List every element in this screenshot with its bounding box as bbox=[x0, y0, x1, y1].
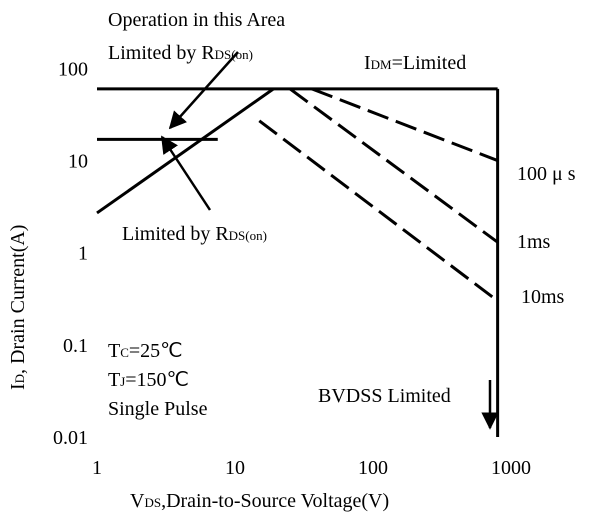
annotation-bg bbox=[105, 42, 256, 64]
annotation-sub: DM bbox=[371, 57, 392, 72]
x-axis-label-part: ,Drain-to-Source Voltage(V) bbox=[161, 490, 389, 512]
annotation-bg bbox=[105, 340, 186, 362]
annotation: 100 μ s bbox=[517, 163, 576, 185]
annotation-bg bbox=[105, 9, 289, 31]
y-tick-label: 10 bbox=[68, 151, 88, 173]
annotation-sub: J bbox=[120, 374, 125, 389]
annotation-part: =25℃ bbox=[129, 340, 183, 362]
annotation-bg bbox=[315, 385, 454, 407]
y-tick-label: 0.01 bbox=[53, 427, 88, 449]
series-line bbox=[311, 87, 499, 162]
annotation-bg bbox=[105, 369, 193, 391]
annotation: 10ms bbox=[521, 286, 565, 308]
annotation-bg bbox=[361, 52, 470, 74]
annotation-bg bbox=[514, 231, 554, 253]
annotation: TJ=150℃ bbox=[108, 369, 189, 391]
annotation-bg bbox=[105, 398, 211, 420]
x-tick-label: 10 bbox=[225, 457, 245, 479]
series-line bbox=[96, 87, 275, 215]
annotation: TC=25℃ bbox=[108, 340, 183, 362]
annotation-part: I bbox=[364, 52, 371, 74]
annotation-part: 100 μ s bbox=[517, 163, 576, 185]
x-tick-label: 100 bbox=[358, 457, 388, 479]
x-axis-label-part: V bbox=[130, 490, 145, 512]
arrow bbox=[160, 135, 212, 211]
annotation-part: Operation in this Area bbox=[108, 9, 285, 31]
y-axis-label-part: I bbox=[7, 383, 29, 390]
annotation-bg bbox=[514, 163, 579, 185]
annotation: 1ms bbox=[517, 231, 551, 253]
annotation-part: =Limited bbox=[392, 52, 467, 74]
annotation-part: 10ms bbox=[521, 286, 565, 308]
series-line bbox=[289, 87, 499, 244]
y-axis-label-part: , Drain Current(A) bbox=[7, 225, 29, 374]
annotation-part: Single Pulse bbox=[108, 398, 208, 420]
annotation-sub: DS(on) bbox=[229, 228, 267, 243]
annotation-part: Limited by R bbox=[108, 42, 215, 64]
annotation-bg bbox=[518, 286, 568, 308]
x-axis-label: VDS,Drain-to-Source Voltage(V) bbox=[130, 490, 389, 512]
annotation: Operation in this Area bbox=[108, 9, 285, 31]
annotation-part: Limited by R bbox=[122, 223, 229, 245]
x-tick-label: 1000 bbox=[491, 457, 531, 479]
annotation: Limited by RDS(on) bbox=[108, 42, 253, 64]
annotation: Limited by RDS(on) bbox=[122, 223, 267, 245]
series-line bbox=[258, 119, 499, 303]
annotation: Single Pulse bbox=[108, 398, 208, 420]
annotation-sub: DS(on) bbox=[215, 47, 253, 62]
annotation-sub: C bbox=[120, 345, 129, 360]
annotation-part: 1ms bbox=[517, 231, 551, 253]
annotation: IDM=Limited bbox=[364, 52, 466, 74]
y-tick-label: 0.1 bbox=[63, 335, 88, 357]
arrow bbox=[168, 51, 239, 130]
y-axis-label-sub: D bbox=[12, 374, 27, 383]
annotation-part: T bbox=[108, 369, 120, 391]
y-axis-label: ID, Drain Current(A) bbox=[7, 225, 29, 390]
x-axis-label-sub: DS bbox=[144, 495, 161, 510]
annotation-part: T bbox=[108, 340, 120, 362]
annotation: BVDSS Limited bbox=[318, 385, 451, 407]
annotation-bg bbox=[119, 223, 270, 245]
annotation-part: BVDSS Limited bbox=[318, 385, 451, 407]
x-tick-label: 1 bbox=[92, 457, 102, 479]
y-tick-label: 100 bbox=[58, 58, 88, 80]
y-tick-label: 1 bbox=[78, 243, 88, 265]
annotation-part: =150℃ bbox=[125, 369, 189, 391]
